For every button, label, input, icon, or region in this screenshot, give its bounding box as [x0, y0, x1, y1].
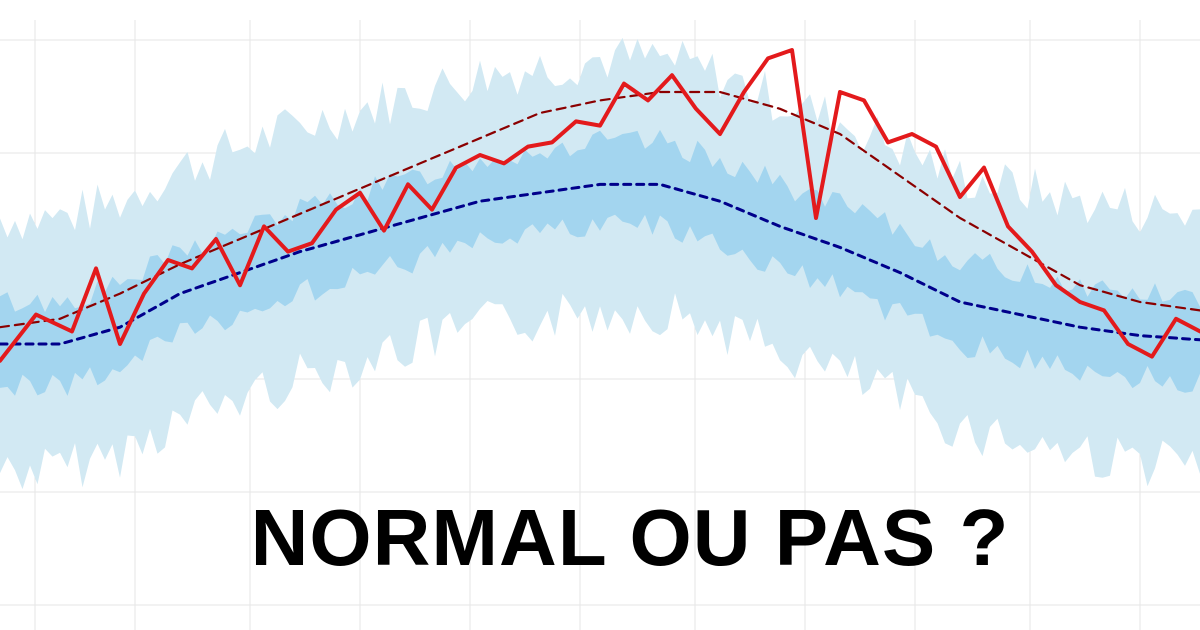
series-line-normal [0, 182, 1200, 346]
series-line-observed [0, 48, 1200, 363]
headline-title: NORMAL OU PAS ? [250, 493, 1010, 582]
outer-range-band [0, 37, 1200, 490]
